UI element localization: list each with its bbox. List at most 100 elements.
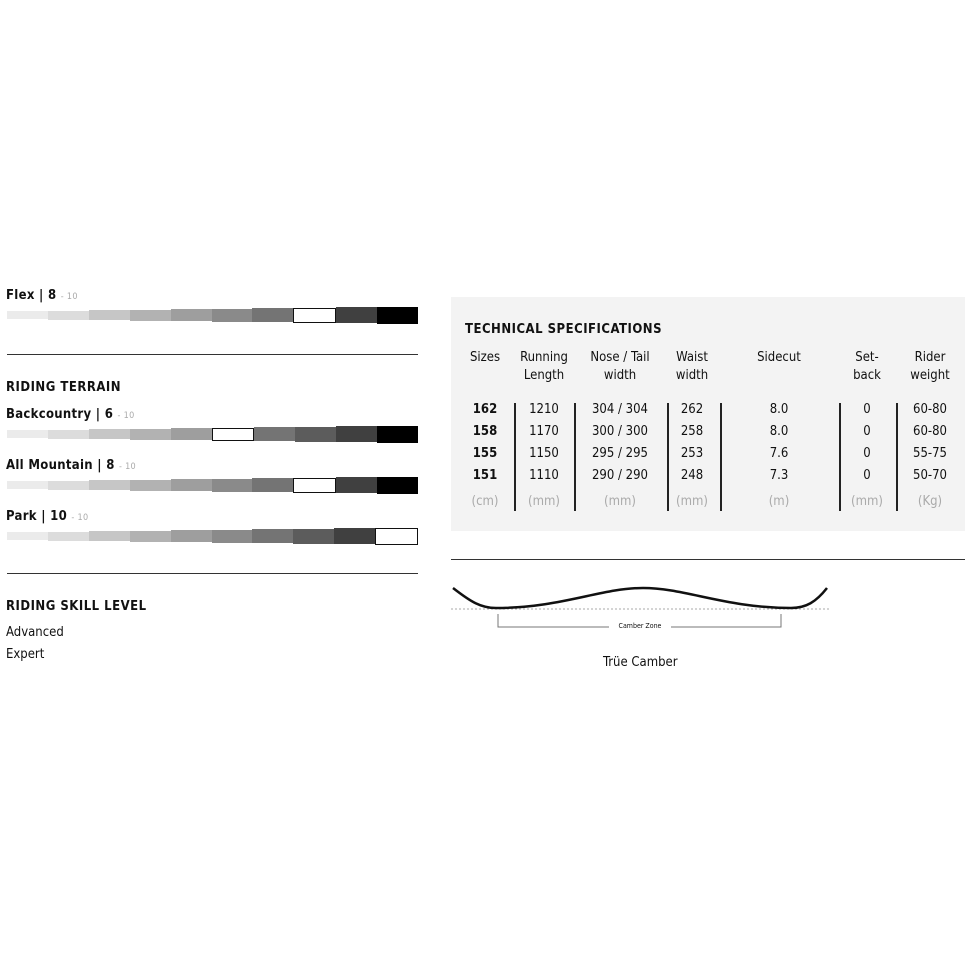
- scale-segment: [211, 529, 253, 543]
- scale-segment: [47, 310, 89, 320]
- table-cell: 0: [863, 468, 871, 483]
- flex-scale: [7, 306, 419, 324]
- table-cell: 1110: [529, 468, 559, 483]
- scale-segment: [88, 480, 130, 490]
- specs-title: TECHNICAL SPECIFICATIONS: [465, 322, 662, 337]
- backcountry-scale: [7, 425, 419, 443]
- table-cell: 7.6: [769, 446, 789, 461]
- table-cell: 295 / 295: [591, 446, 649, 461]
- divider: [451, 559, 965, 560]
- table-cell: 155: [472, 446, 498, 461]
- column-divider: [574, 403, 576, 511]
- table-cell: 300 / 300: [591, 424, 649, 439]
- scale-segment: [129, 479, 171, 491]
- scale-segment: [7, 481, 48, 489]
- scale-segment: [336, 477, 378, 493]
- backcountry-label: Backcountry | 6 - 10: [6, 407, 135, 422]
- scale-segment: [336, 426, 378, 442]
- scale-segment: [129, 530, 171, 542]
- column-header: Running: [520, 350, 568, 365]
- table-cell: 0: [863, 402, 871, 417]
- scale-segment: [7, 532, 48, 540]
- column-divider: [514, 403, 516, 511]
- table-cell: 60-80: [913, 402, 947, 417]
- skill-title: RIDING SKILL LEVEL: [6, 599, 147, 614]
- table-cell: 162: [472, 402, 498, 417]
- table-cell: 151: [472, 468, 498, 483]
- table-cell: 304 / 304: [591, 402, 649, 417]
- column-header: back: [853, 368, 881, 383]
- camber-zone-label: Camber Zone: [618, 622, 662, 630]
- scale-segment: [170, 309, 212, 321]
- table-cell: 1170: [529, 424, 559, 439]
- scale-segment: [129, 309, 171, 321]
- table-cell: 8.0: [769, 424, 789, 439]
- column-header: width: [675, 368, 709, 383]
- table-cell: 290 / 290: [591, 468, 649, 483]
- scale-segment: [170, 479, 212, 491]
- divider: [7, 354, 418, 355]
- unit-cell: (mm): [851, 494, 883, 509]
- scale-segment: [47, 429, 89, 439]
- column-divider: [667, 403, 669, 511]
- scale-segment: [377, 476, 419, 494]
- table-cell: 50-70: [913, 468, 947, 483]
- table-cell: 158: [472, 424, 498, 439]
- column-divider: [839, 403, 841, 511]
- column-divider: [896, 403, 898, 511]
- scale-segment: [377, 425, 419, 443]
- table-cell: 253: [680, 446, 704, 461]
- table-cell: 0: [863, 424, 871, 439]
- unit-cell: (m): [768, 494, 790, 509]
- scale-segment: [170, 428, 212, 440]
- scale-segment: [88, 531, 130, 541]
- table-cell: 262: [680, 402, 704, 417]
- column-header: Sizes: [469, 350, 501, 365]
- unit-cell: (mm): [528, 494, 560, 509]
- scale-segment: [336, 307, 378, 323]
- table-cell: 1150: [529, 446, 559, 461]
- scale-segment: [293, 307, 337, 323]
- column-header: weight: [910, 368, 950, 383]
- divider: [7, 573, 418, 574]
- scale-segment: [7, 430, 48, 438]
- column-header: width: [603, 368, 637, 383]
- table-cell: 8.0: [769, 402, 789, 417]
- column-header: Sidecut: [757, 350, 801, 365]
- table-cell: 55-75: [913, 446, 947, 461]
- column-header: Waist: [676, 350, 708, 365]
- scale-segment: [377, 306, 419, 324]
- camber-profile-name: Trüe Camber: [603, 655, 678, 670]
- all-mountain-scale: [7, 476, 419, 494]
- scale-segment: [295, 426, 337, 442]
- scale-segment: [211, 427, 255, 441]
- table-cell: 1210: [529, 402, 559, 417]
- scale-segment: [293, 477, 337, 493]
- scale-segment: [7, 311, 48, 319]
- unit-cell: (Kg): [917, 494, 943, 509]
- column-header: Length: [523, 368, 565, 383]
- scale-segment: [47, 531, 89, 541]
- column-header: Set-: [855, 350, 879, 365]
- scale-segment: [252, 308, 294, 322]
- camber-profile-diagram: [451, 586, 829, 633]
- scale-segment: [334, 528, 376, 544]
- park-scale: [7, 527, 419, 545]
- unit-cell: (cm): [471, 494, 499, 509]
- table-cell: 60-80: [913, 424, 947, 439]
- scale-segment: [170, 530, 212, 542]
- scale-segment: [129, 428, 171, 440]
- skill-level: Advanced: [6, 625, 64, 640]
- skill-level: Expert: [6, 647, 45, 662]
- scale-segment: [375, 527, 419, 545]
- scale-segment: [88, 310, 130, 320]
- table-cell: 0: [863, 446, 871, 461]
- terrain-title: RIDING TERRAIN: [6, 380, 122, 395]
- scale-segment: [252, 478, 294, 492]
- camber-curve: [452, 586, 828, 610]
- scale-segment: [254, 427, 296, 441]
- table-cell: 248: [680, 468, 704, 483]
- unit-cell: (mm): [676, 494, 708, 509]
- specs-panel: TECHNICAL SPECIFICATIONS Sizes Running Len…: [451, 297, 965, 531]
- column-divider: [720, 403, 722, 511]
